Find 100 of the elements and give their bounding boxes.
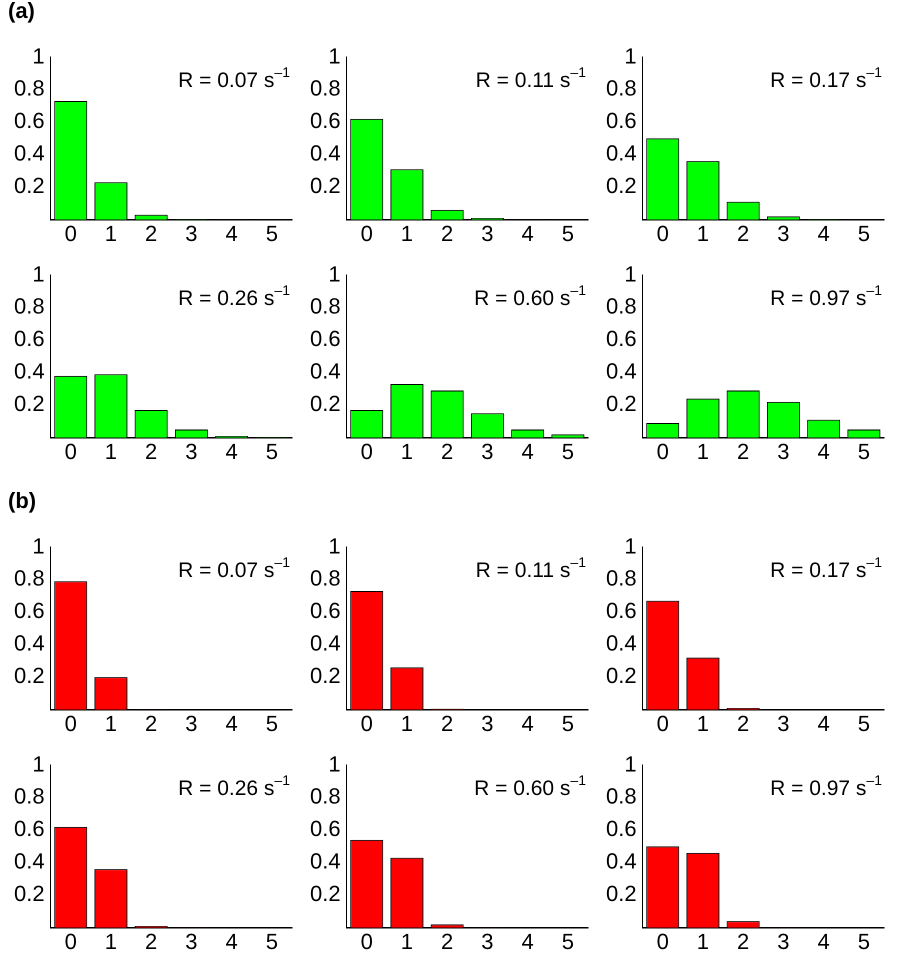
- x-tick-label: 0: [656, 438, 669, 464]
- x-tick-label: 2: [737, 710, 750, 736]
- x-tick-label: 5: [858, 710, 870, 736]
- y-tick-label: 0.4: [606, 848, 637, 874]
- x-tick-label: 4: [818, 710, 830, 736]
- y-tick-label: 0.2: [310, 881, 341, 906]
- x-tick-label: 1: [104, 438, 118, 464]
- y-tick-label: 0.4: [14, 848, 45, 874]
- y-tick-label: 0.2: [310, 663, 341, 688]
- x-tick-label: 3: [777, 220, 790, 246]
- y-tick-label: 0.8: [606, 294, 637, 319]
- x-tick-label: 1: [104, 710, 118, 736]
- x-tick-label: 3: [185, 710, 198, 736]
- y-tick-label: 0.8: [310, 294, 341, 319]
- y-tick-label: 0.4: [14, 358, 45, 384]
- x-tick-label: 1: [696, 928, 710, 954]
- x-tick-label: 4: [818, 928, 830, 954]
- y-tick-label: 1: [328, 533, 341, 558]
- y-tick-label: 1: [624, 43, 637, 68]
- x-tick-label: 4: [226, 438, 238, 464]
- x-tick-label: 2: [145, 220, 158, 246]
- x-tick-label: 3: [481, 220, 494, 246]
- x-tick-label: 0: [656, 928, 669, 954]
- x-tick-label: 5: [858, 220, 870, 246]
- x-tick-label: 2: [737, 928, 750, 954]
- y-tick-label: 0.6: [14, 108, 45, 134]
- y-tick-label: 1: [32, 751, 45, 776]
- x-tick-label: 5: [858, 928, 870, 954]
- x-tick-label: 4: [226, 710, 238, 736]
- y-tick-label: 0.4: [606, 358, 637, 384]
- x-tick-label: 5: [266, 710, 278, 736]
- x-tick-label: 3: [481, 438, 494, 464]
- x-tick-label: 3: [481, 928, 494, 954]
- y-tick-label: 0.4: [310, 140, 341, 166]
- y-tick-label: 0.2: [14, 881, 45, 906]
- y-tick-label: 0.6: [310, 326, 341, 352]
- y-tick-label: 0.6: [14, 326, 45, 352]
- y-tick-label: 0.4: [606, 630, 637, 656]
- y-tick-label: 0.4: [310, 358, 341, 384]
- y-tick-label: 1: [32, 261, 45, 286]
- x-tick-label: 3: [777, 438, 790, 464]
- y-tick-label: 0.2: [14, 663, 45, 688]
- x-tick-label: 2: [441, 928, 454, 954]
- y-tick-label: 0.6: [14, 816, 45, 842]
- x-tick-label: 4: [522, 928, 534, 954]
- x-tick-label: 4: [818, 438, 830, 464]
- x-tick-label: 2: [145, 710, 158, 736]
- x-tick-label: 4: [522, 220, 534, 246]
- y-tick-label: 1: [624, 751, 637, 776]
- y-tick-label: 0.2: [606, 881, 637, 906]
- y-tick-label: 0.2: [606, 173, 637, 198]
- x-tick-label: 3: [185, 220, 198, 246]
- y-tick-label: 0.8: [310, 784, 341, 809]
- x-tick-label: 0: [64, 710, 77, 736]
- y-tick-label: 0.8: [606, 76, 637, 101]
- y-tick-label: 0.6: [606, 816, 637, 842]
- x-tick-label: 0: [656, 710, 669, 736]
- x-tick-label: 5: [562, 710, 574, 736]
- y-tick-label: 1: [624, 261, 637, 286]
- y-tick-label: 1: [624, 533, 637, 558]
- x-tick-label: 2: [737, 438, 750, 464]
- x-tick-label: 4: [226, 928, 238, 954]
- x-tick-label: 0: [360, 710, 373, 736]
- y-tick-label: 0.8: [14, 784, 45, 809]
- x-tick-label: 5: [266, 928, 278, 954]
- x-tick-label: 5: [858, 438, 870, 464]
- y-tick-label: 0.2: [606, 391, 637, 416]
- x-tick-label: 2: [441, 220, 454, 246]
- y-tick-label: 0.2: [310, 173, 341, 198]
- y-tick-label: 0.8: [310, 76, 341, 101]
- x-tick-label: 0: [360, 220, 373, 246]
- x-tick-label: 5: [266, 220, 278, 246]
- y-tick-label: 0.6: [310, 816, 341, 842]
- x-tick-label: 1: [400, 710, 414, 736]
- y-tick-label: 0.6: [606, 598, 637, 624]
- y-tick-label: 0.6: [606, 108, 637, 134]
- y-tick-label: 0.8: [606, 566, 637, 591]
- y-tick-label: 0.6: [606, 326, 637, 352]
- x-tick-label: 3: [185, 438, 198, 464]
- y-tick-label: 0.8: [14, 294, 45, 319]
- x-tick-label: 1: [696, 710, 710, 736]
- x-tick-label: 1: [104, 928, 118, 954]
- x-tick-label: 2: [145, 438, 158, 464]
- x-tick-label: 5: [562, 220, 574, 246]
- y-tick-label: 0.8: [14, 76, 45, 101]
- y-tick-label: 1: [328, 261, 341, 286]
- x-tick-label: 4: [818, 220, 830, 246]
- x-tick-label: 2: [441, 438, 454, 464]
- y-tick-label: 0.2: [606, 663, 637, 688]
- x-tick-label: 5: [562, 438, 574, 464]
- x-tick-label: 3: [777, 928, 790, 954]
- y-tick-label: 0.8: [606, 784, 637, 809]
- x-tick-label: 5: [562, 928, 574, 954]
- x-tick-label: 1: [696, 438, 710, 464]
- y-tick-label: 0.8: [14, 566, 45, 591]
- chart-title: (b): [8, 488, 36, 514]
- x-tick-label: 0: [656, 220, 669, 246]
- x-tick-label: 2: [145, 928, 158, 954]
- x-tick-label: 1: [400, 928, 414, 954]
- y-tick-label: 0.4: [310, 848, 341, 874]
